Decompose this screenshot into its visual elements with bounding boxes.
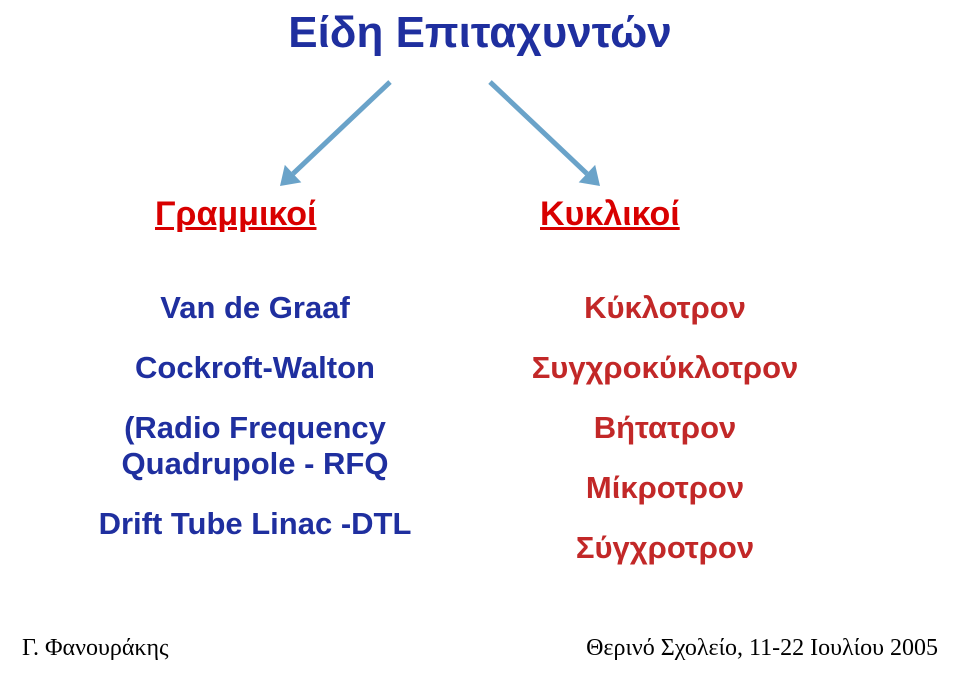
arrow-right-icon [490,82,600,186]
left-column: Van de Graaf Cockroft-Walton (Radio Freq… [60,290,450,566]
arrow-left-icon [280,82,390,186]
footer-author: Γ. Φανουράκης [22,635,169,662]
category-right-heading: Κυκλικοί [540,195,680,234]
right-column: Κύκλοτρον Συγχροκύκλοτρον Βήτατρον Μίκρο… [500,290,830,590]
right-item: Σύγχροτρον [500,530,830,566]
right-item: Κύκλοτρον [500,290,830,326]
left-item: (Radio Frequency Quadrupole - RFQ [60,410,450,482]
footer-event: Θερινό Σχολείο, 11-22 Ιουλίου 2005 [586,635,938,662]
right-item: Βήτατρον [500,410,830,446]
category-left-heading: Γραμμικοί [155,195,316,234]
page-title: Είδη Επιταχυντών [0,8,960,58]
left-item: Van de Graaf [60,290,450,326]
left-item: Cockroft-Walton [60,350,450,386]
left-item: Drift Tube Linac -DTL [60,506,450,542]
right-item: Συγχροκύκλοτρον [500,350,830,386]
right-item: Μίκροτρον [500,470,830,506]
